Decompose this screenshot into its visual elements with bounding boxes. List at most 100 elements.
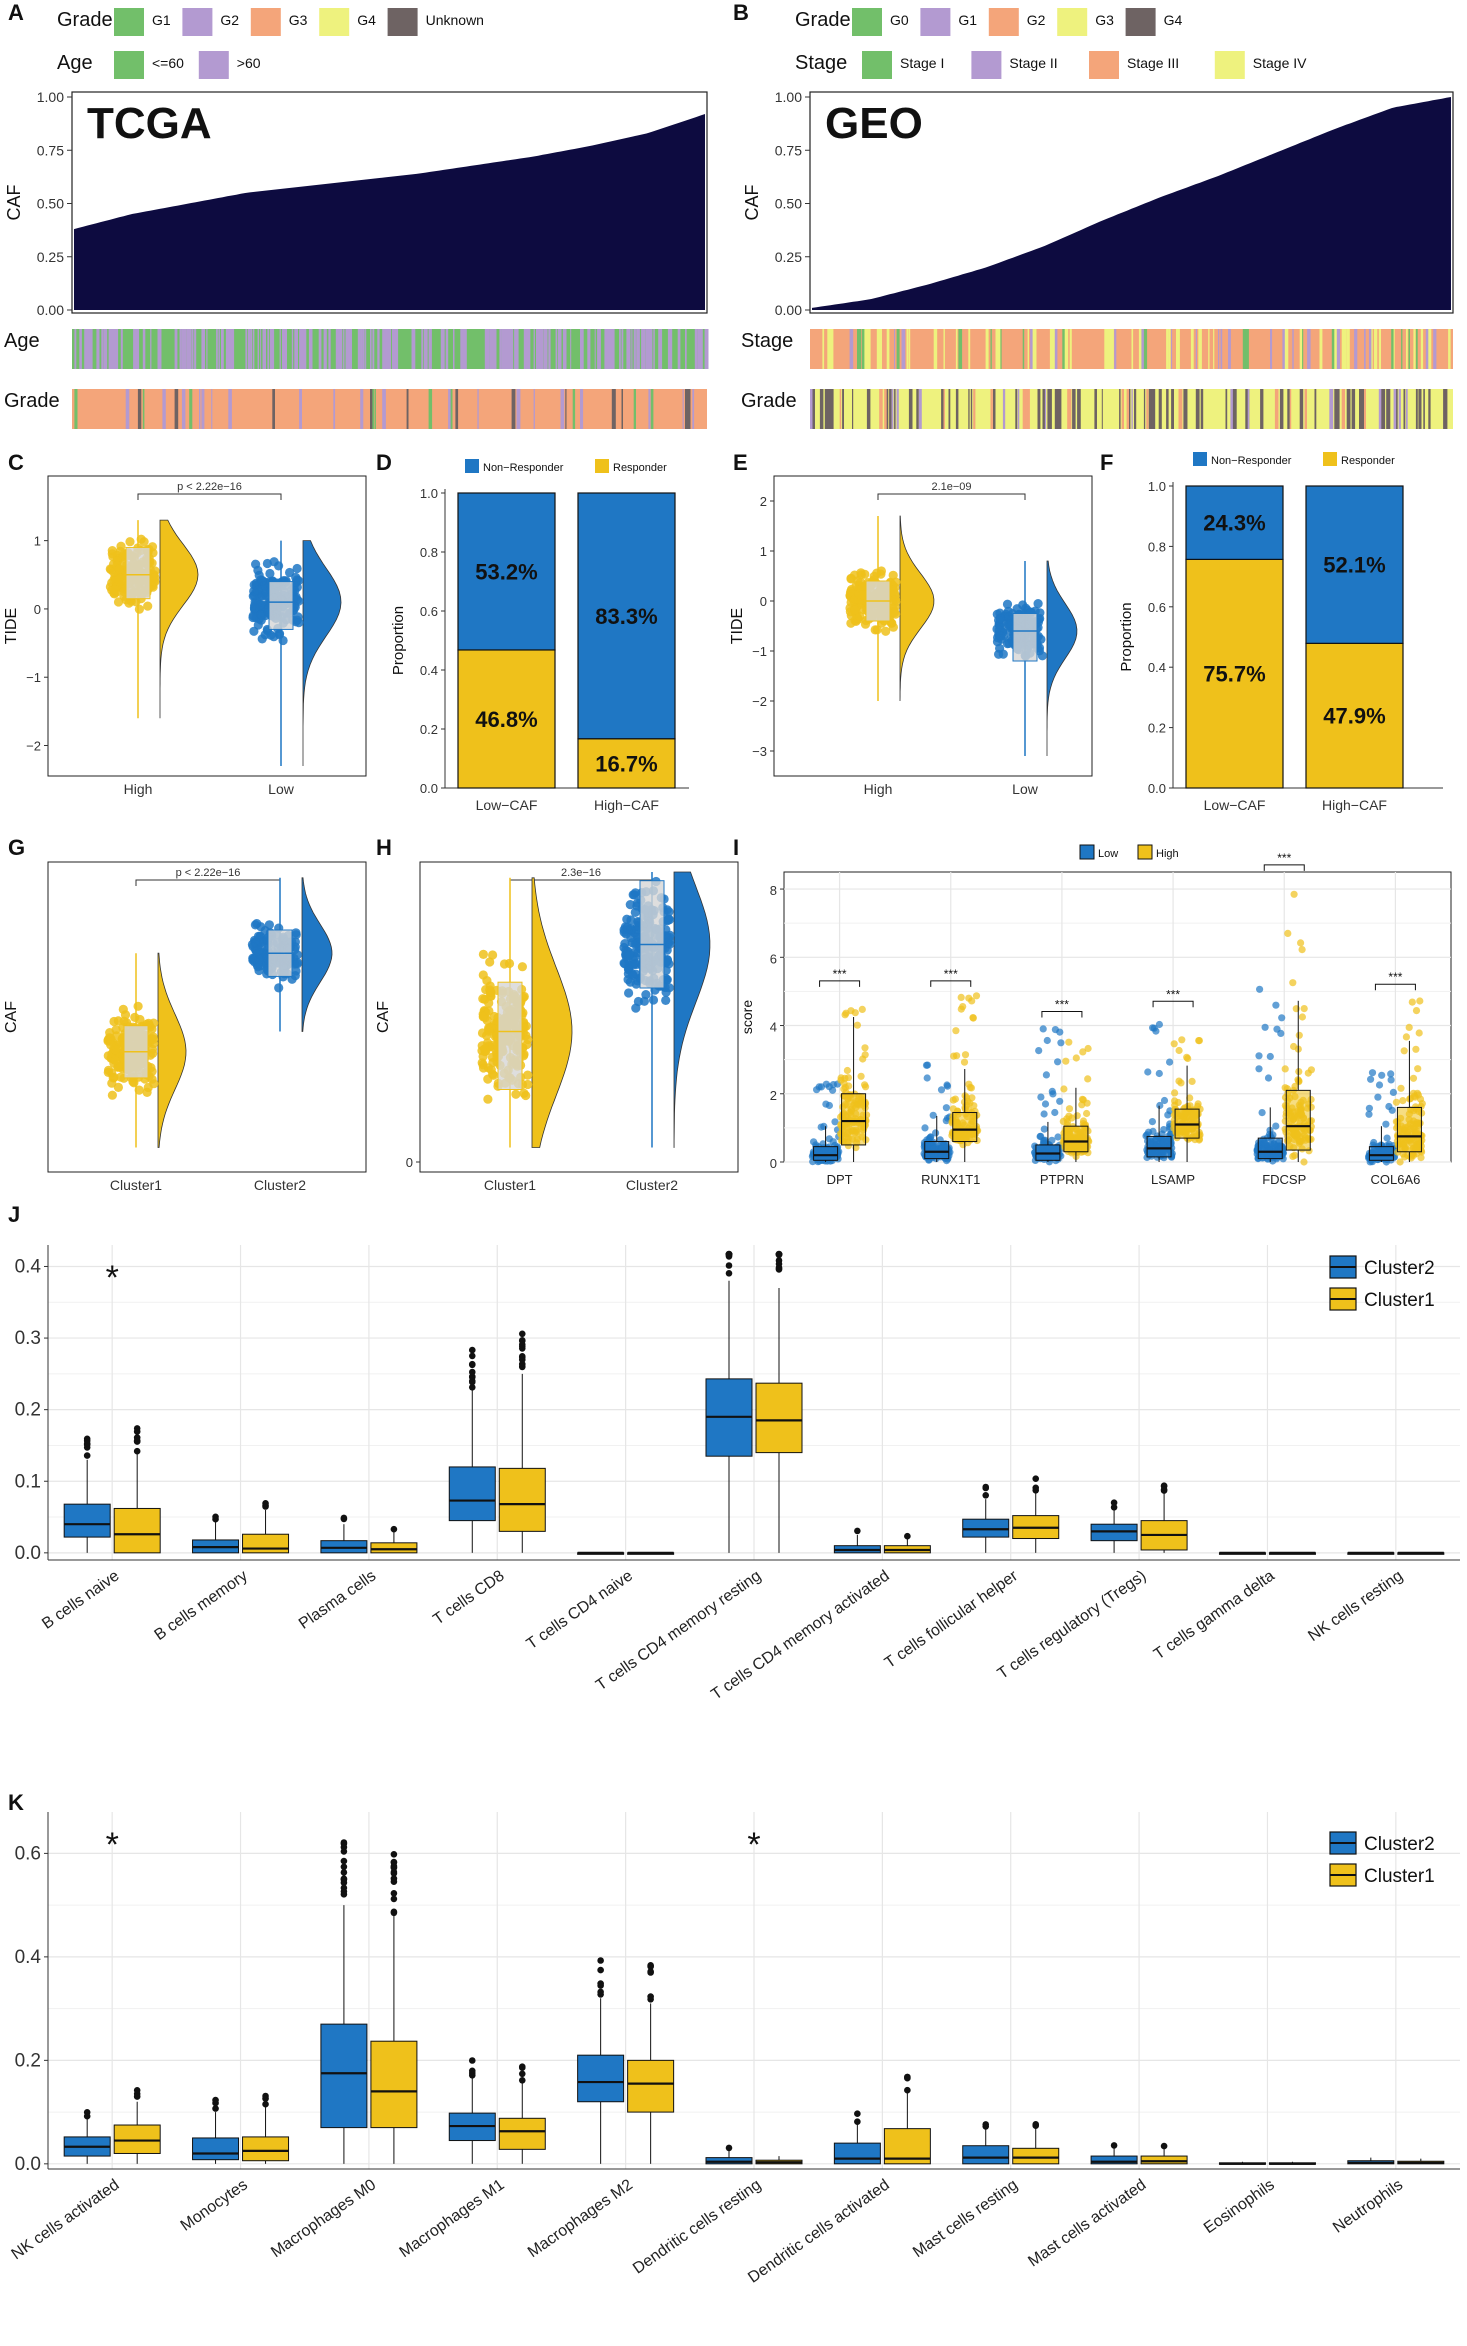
track-stripe	[648, 389, 651, 429]
data-point	[1056, 1097, 1064, 1105]
track-stripe	[839, 389, 842, 429]
track-stripe	[824, 389, 829, 429]
y-tick-label: 0.4	[15, 1256, 42, 1277]
track-stripe	[628, 329, 631, 369]
legend-item-label: Responder	[613, 462, 667, 474]
track-stripe	[1415, 389, 1418, 429]
data-point	[113, 1082, 123, 1092]
track-stripe	[636, 329, 640, 369]
track-stripe	[186, 329, 190, 369]
track-stripe	[116, 329, 119, 369]
significance-bracket	[1263, 864, 1305, 871]
track-stripe	[1032, 329, 1037, 369]
outlier-point	[725, 2144, 733, 2152]
track-stripe	[377, 329, 380, 369]
track-stripe	[832, 389, 834, 429]
track-stripe	[1282, 329, 1286, 369]
significance-bracket	[930, 980, 972, 987]
track-stripe	[1331, 329, 1335, 369]
data-point	[831, 1118, 839, 1126]
x-tick-label: Neutrophils	[1330, 2176, 1406, 2236]
track-stripe	[545, 329, 548, 369]
data-point	[484, 1025, 494, 1035]
track-stripe	[1408, 329, 1410, 369]
track-stripe	[318, 329, 322, 369]
track-stripe	[849, 329, 854, 369]
outlier-point	[340, 1869, 348, 1876]
data-point	[110, 1055, 120, 1065]
legend-swatch	[198, 51, 229, 79]
y-tick-label: 1.0	[1148, 479, 1166, 494]
data-point	[1177, 1079, 1185, 1087]
data-point	[148, 1034, 159, 1044]
significance-bracket	[1152, 1000, 1194, 1008]
track-stripe	[1138, 329, 1143, 369]
box-iqr	[1090, 2155, 1138, 2165]
data-point	[1178, 1036, 1186, 1044]
box-iqr	[448, 1466, 496, 1522]
track-stripe	[1072, 389, 1076, 429]
significance-bracket	[137, 493, 282, 500]
track-stripe	[876, 329, 880, 369]
data-point	[1188, 1077, 1196, 1085]
data-point	[639, 996, 650, 1006]
data-point	[841, 1083, 850, 1091]
track-stripe	[631, 329, 633, 369]
track-stripe	[822, 329, 825, 369]
track-stripe	[181, 389, 186, 429]
track-stripe	[916, 389, 919, 429]
track-stripe	[609, 329, 613, 369]
data-point	[250, 920, 260, 930]
track-stripe	[487, 329, 490, 369]
data-point	[664, 983, 674, 993]
data-point	[861, 1051, 869, 1059]
data-point	[291, 928, 301, 938]
y-tick-label: 0.4	[1148, 660, 1166, 675]
data-point	[1392, 1098, 1400, 1106]
track-stripe	[1373, 329, 1378, 369]
track-stripe	[1381, 389, 1386, 429]
caf-area	[812, 97, 1451, 310]
track-stripe	[428, 329, 432, 369]
data-point	[1195, 1037, 1203, 1045]
track-stripe	[484, 329, 489, 369]
data-point	[292, 563, 302, 574]
track-stripe	[1334, 329, 1338, 369]
track-stripe	[159, 329, 162, 369]
track-stripe	[970, 389, 973, 429]
box-iqr	[192, 2137, 240, 2161]
track-stripe	[1361, 389, 1366, 429]
data-point	[1415, 1029, 1423, 1037]
data-point	[619, 958, 629, 968]
data-point	[106, 1040, 116, 1050]
data-point	[1148, 1118, 1156, 1126]
data-point	[822, 1100, 830, 1108]
track-stripe	[1111, 329, 1114, 369]
track-stripe	[1054, 329, 1058, 369]
track-stripe	[421, 329, 423, 369]
outlier-point	[854, 2110, 861, 2117]
x-tick-label: Low−CAF	[1204, 797, 1266, 813]
legend-item-label: Cluster1	[1364, 1866, 1435, 1887]
data-point	[285, 567, 295, 578]
data-point	[1079, 1048, 1087, 1056]
track-stripe	[611, 389, 616, 429]
track-stripe	[142, 389, 145, 429]
y-axis-label: Proportion	[390, 606, 407, 675]
track-stripe	[1185, 389, 1188, 429]
track-stripe	[1289, 389, 1292, 429]
track-stripe	[201, 389, 205, 429]
track-stripe	[448, 389, 452, 429]
track-stripe	[1448, 329, 1451, 369]
outlier-point	[262, 2095, 269, 2102]
p-value-label: 2.1e−09	[931, 481, 971, 493]
panel-g: CAF p < 2.22e−16 Cluster1 Cluster2	[3, 861, 367, 1193]
track-stripe	[570, 329, 572, 369]
track-stripe	[1035, 329, 1037, 369]
track-stripe	[1433, 329, 1437, 369]
track-stripe	[1178, 389, 1183, 429]
track-stripe	[201, 329, 205, 369]
density-half-violin	[899, 515, 935, 702]
track-stripe	[827, 389, 831, 429]
data-point	[858, 1005, 866, 1014]
